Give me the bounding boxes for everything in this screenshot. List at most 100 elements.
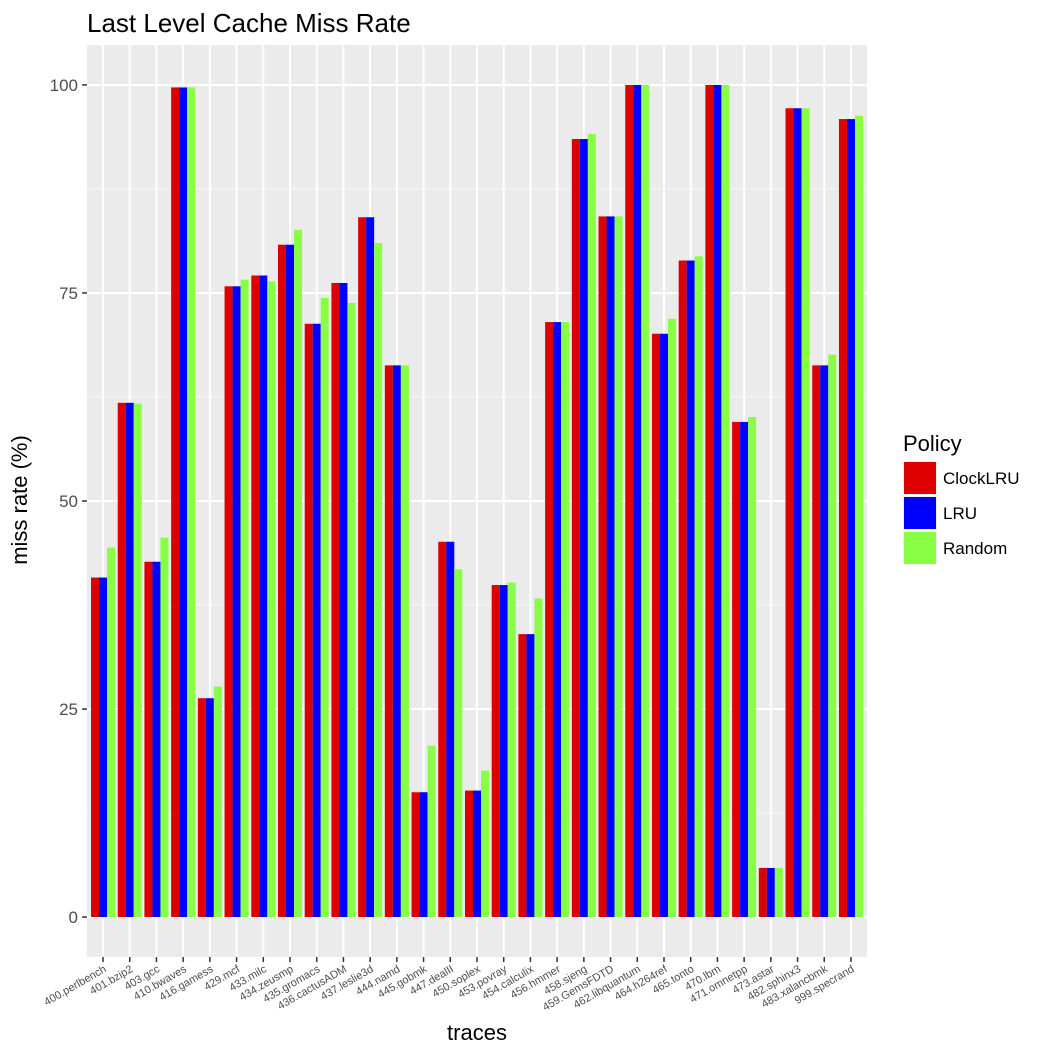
bar-lru-458-sjeng — [579, 139, 588, 918]
bar-clocklru-459-GemsFDTD — [598, 216, 607, 918]
y-tick-label: 100 — [50, 76, 78, 95]
bar-clocklru-434-zeusmp — [277, 244, 286, 918]
bar-clocklru-470-lbm — [705, 84, 714, 918]
bar-lru-416-gamess — [205, 698, 214, 918]
bar-lru-464-h264ref — [659, 333, 668, 918]
legend-swatch-clocklru — [904, 462, 936, 494]
bar-random-459-GemsFDTD — [614, 216, 623, 918]
bar-random-483-xalancbmk — [828, 354, 837, 918]
bar-clocklru-483-xalancbmk — [812, 365, 821, 918]
bar-clocklru-445-gobmk — [411, 792, 420, 918]
bar-random-464-h264ref — [667, 318, 676, 918]
bar-lru-470-lbm — [713, 84, 722, 918]
bar-random-456-hmmer — [561, 322, 570, 918]
y-tick-label: 50 — [59, 492, 78, 511]
bar-random-482-sphinx3 — [801, 108, 810, 918]
bar-random-434-zeusmp — [294, 229, 303, 918]
bar-lru-436-cactusADM — [339, 282, 348, 918]
bar-clocklru-416-gamess — [197, 698, 206, 918]
bar-clocklru-462-libquantum — [625, 84, 634, 918]
bar-clocklru-447-dealII — [438, 541, 447, 918]
bar-lru-471-omnetpp — [740, 421, 749, 918]
bar-clocklru-436-cactusADM — [331, 282, 340, 918]
bar-clocklru-456-hmmer — [545, 322, 554, 918]
bar-clocklru-400-perlbench — [91, 577, 100, 918]
bar-clocklru-429-mcf — [224, 286, 233, 918]
bar-clocklru-473-astar — [758, 867, 767, 918]
bar-lru-482-sphinx3 — [793, 108, 802, 918]
bar-lru-437-leslie3d — [366, 217, 375, 918]
bar-clocklru-437-leslie3d — [358, 217, 367, 918]
bar-random-433-milc — [267, 281, 276, 918]
bar-clocklru-450-soplex — [464, 790, 473, 918]
bar-lru-456-hmmer — [553, 322, 562, 918]
bar-lru-459-GemsFDTD — [606, 216, 615, 918]
bar-clocklru-465-tonto — [678, 260, 687, 918]
legend-title: Policy — [903, 431, 962, 456]
legend-label-random: Random — [943, 539, 1007, 558]
bar-lru-429-mcf — [232, 286, 241, 918]
bar-lru-434-zeusmp — [286, 244, 295, 918]
bar-clocklru-454-calculix — [518, 634, 527, 918]
bar-lru-445-gobmk — [419, 792, 428, 918]
bar-lru-454-calculix — [526, 634, 535, 918]
chart-title: Last Level Cache Miss Rate — [87, 8, 411, 38]
legend-label-lru: LRU — [943, 504, 977, 523]
bar-clocklru-403-gcc — [144, 561, 153, 918]
bar-clocklru-999-specrand — [838, 119, 847, 918]
legend-items: ClockLRU LRU Random — [903, 461, 1020, 565]
bar-lru-435-gromacs — [312, 323, 321, 918]
bar-lru-473-astar — [766, 867, 775, 918]
bar-lru-450-soplex — [472, 790, 481, 918]
y-tick-label: 0 — [69, 908, 78, 927]
bar-clocklru-435-gromacs — [304, 323, 313, 918]
bar-lru-462-libquantum — [633, 84, 642, 918]
bar-random-403-gcc — [160, 537, 169, 918]
bar-random-445-gobmk — [427, 745, 436, 918]
bar-random-410-bwaves — [187, 87, 196, 918]
bar-random-473-astar — [774, 867, 783, 918]
bar-random-429-mcf — [240, 279, 249, 918]
bar-clocklru-458-sjeng — [571, 139, 580, 918]
legend-label-clocklru: ClockLRU — [943, 469, 1020, 488]
bar-clocklru-444-namd — [384, 365, 393, 918]
bar-random-401-bzip2 — [133, 403, 142, 918]
y-axis-title: miss rate (%) — [7, 435, 32, 565]
bar-clocklru-464-h264ref — [651, 333, 660, 918]
bar-random-444-namd — [400, 365, 409, 918]
bar-random-471-omnetpp — [748, 416, 757, 918]
legend-swatch-random — [904, 532, 936, 564]
x-axis-title: traces — [447, 1020, 507, 1045]
bars-layer — [91, 84, 863, 918]
bar-lru-401-bzip2 — [125, 402, 134, 918]
bar-lru-483-xalancbmk — [820, 365, 829, 918]
bar-random-400-perlbench — [107, 547, 116, 918]
bar-random-416-gamess — [213, 686, 222, 918]
bar-random-465-tonto — [694, 256, 703, 918]
bar-random-436-cactusADM — [347, 302, 356, 918]
legend-swatch-lru — [904, 497, 936, 529]
bar-lru-444-namd — [392, 365, 401, 918]
bar-lru-453-povray — [499, 585, 508, 918]
bar-clocklru-410-bwaves — [171, 87, 180, 918]
bar-lru-403-gcc — [152, 561, 161, 918]
bar-clocklru-482-sphinx3 — [785, 108, 794, 918]
bar-random-453-povray — [507, 582, 516, 918]
bar-random-435-gromacs — [320, 297, 329, 918]
bar-clocklru-401-bzip2 — [117, 402, 126, 918]
bar-random-450-soplex — [481, 770, 490, 918]
bar-random-470-lbm — [721, 84, 730, 918]
bar-random-462-libquantum — [641, 84, 650, 918]
bar-lru-410-bwaves — [179, 87, 188, 918]
bar-lru-433-milc — [259, 275, 268, 918]
bar-lru-400-perlbench — [99, 577, 108, 918]
bar-lru-465-tonto — [686, 260, 695, 918]
bar-clocklru-433-milc — [251, 275, 260, 918]
y-tick-label: 25 — [59, 700, 78, 719]
bar-clocklru-453-povray — [491, 585, 500, 918]
bar-random-447-dealII — [454, 569, 463, 918]
bar-random-437-leslie3d — [374, 243, 383, 918]
bar-random-458-sjeng — [587, 134, 596, 918]
